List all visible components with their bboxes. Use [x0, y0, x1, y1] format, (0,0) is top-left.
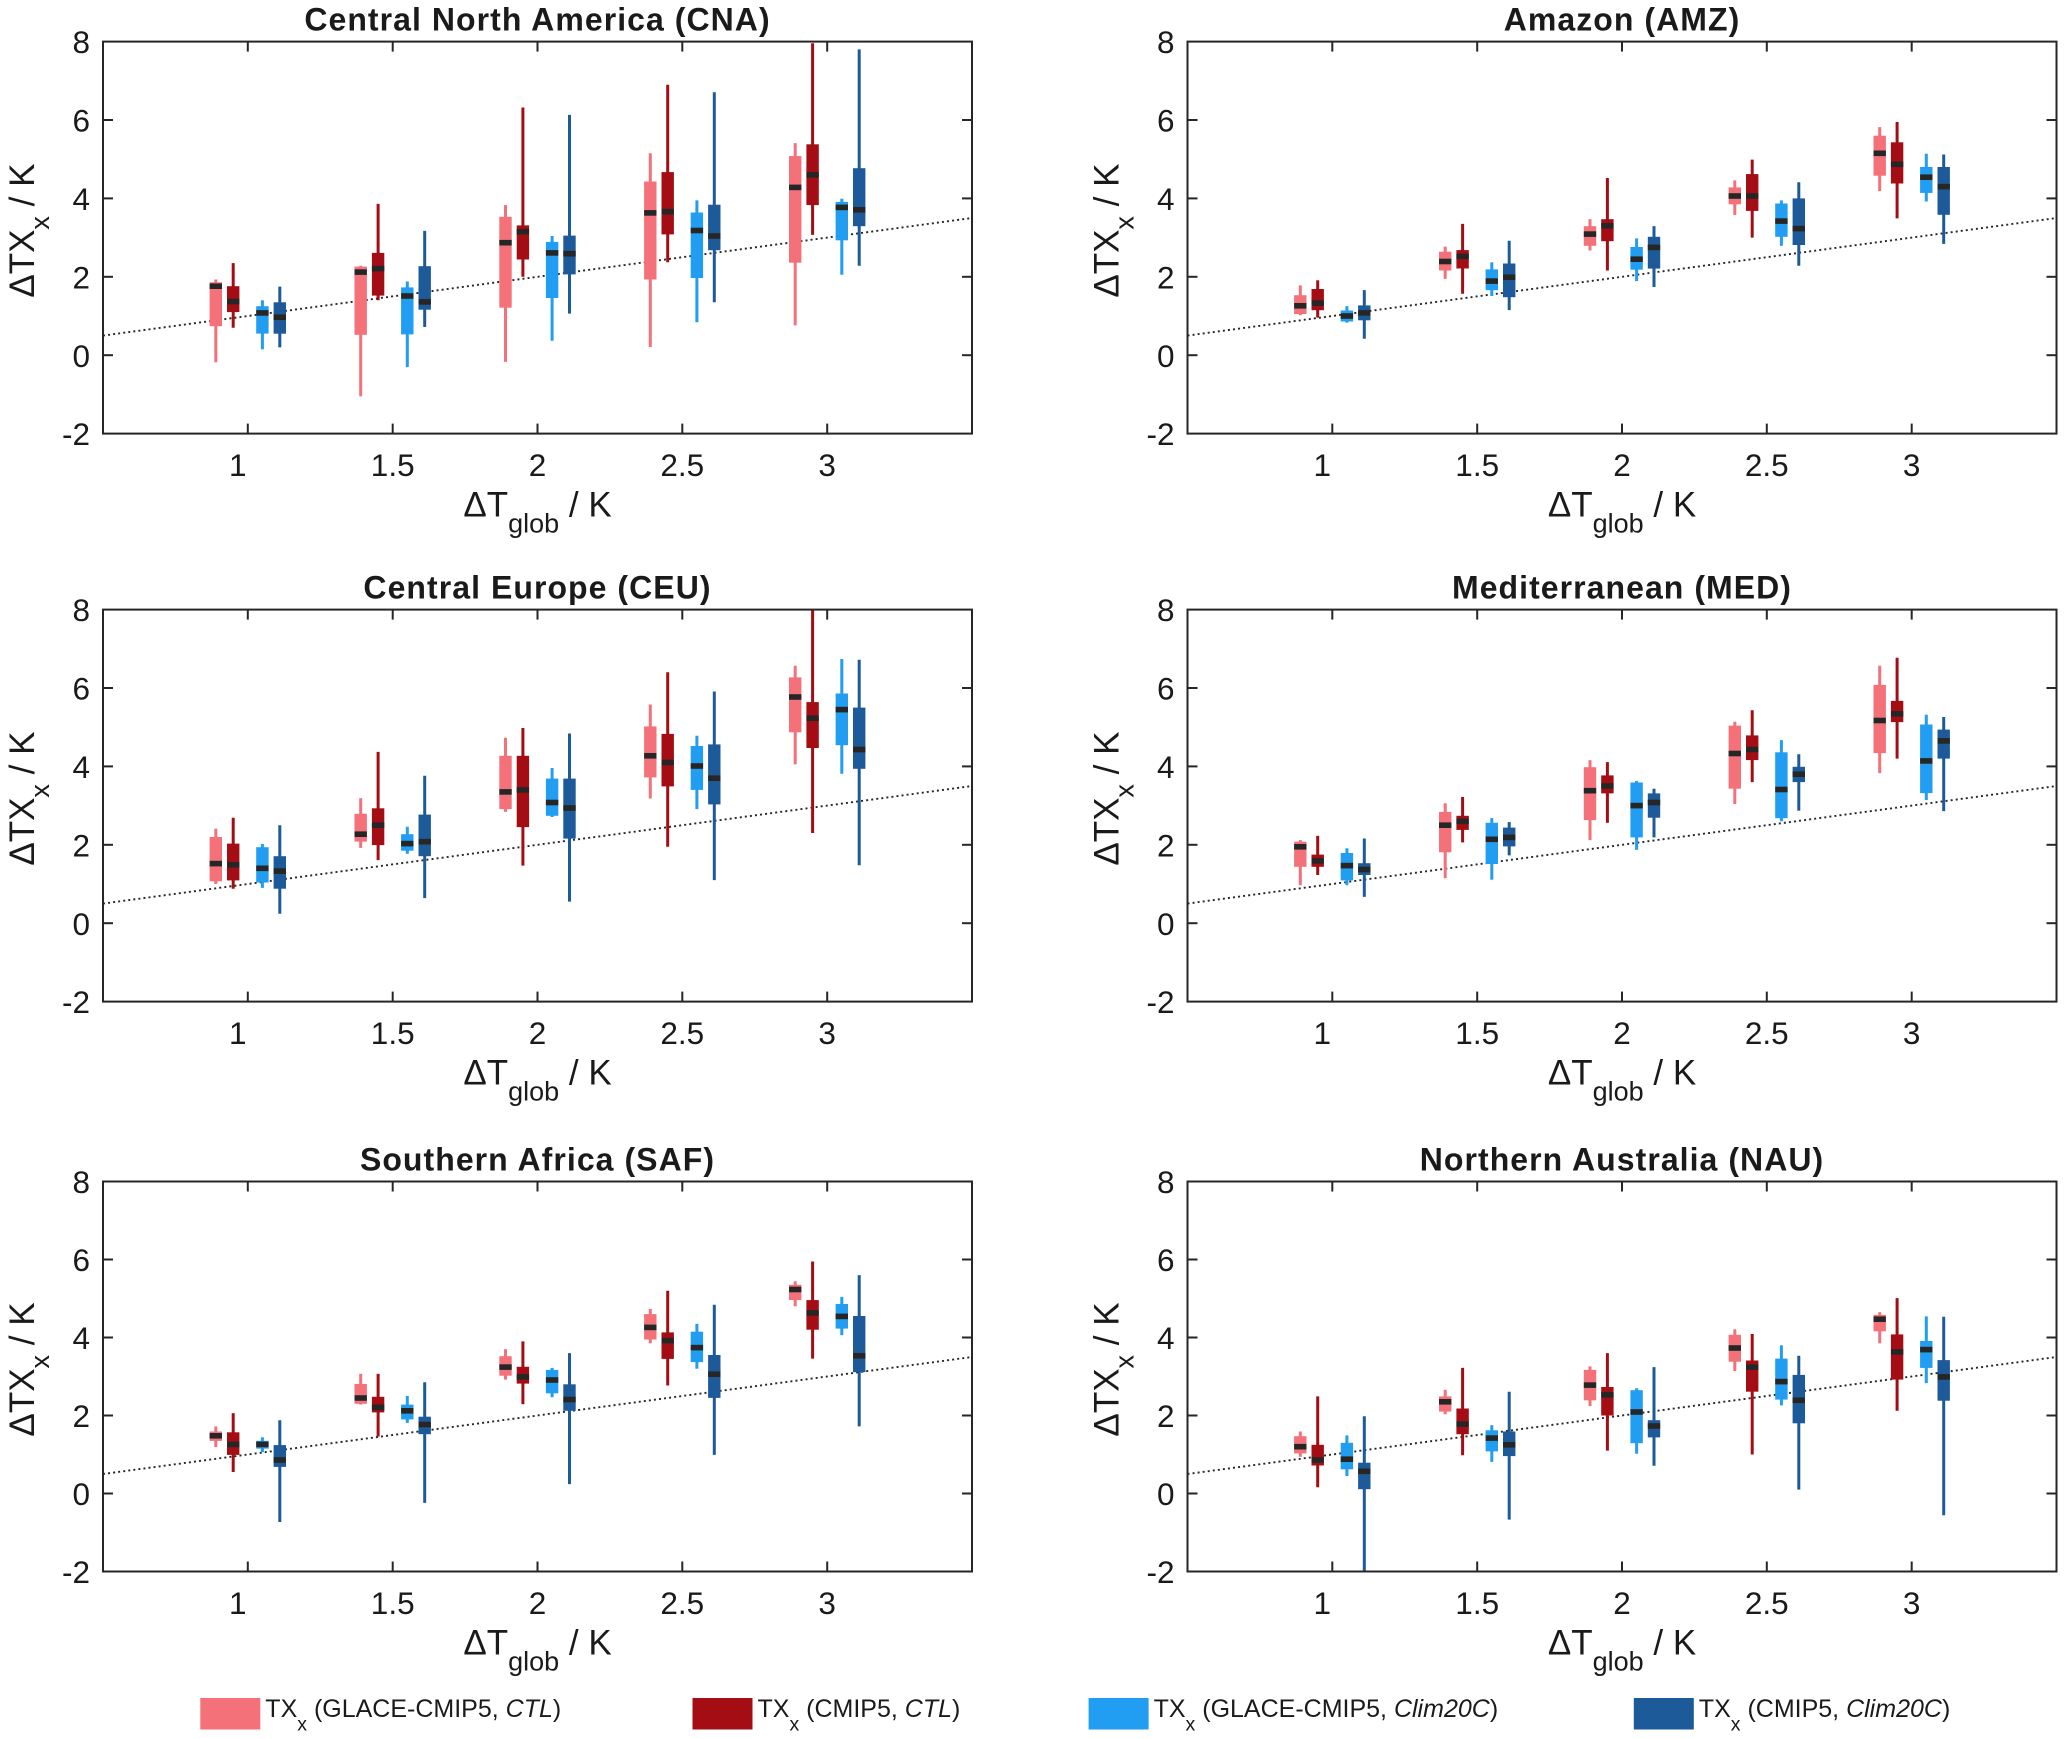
svg-text:6: 6 [1157, 671, 1175, 707]
svg-text:2: 2 [529, 447, 547, 483]
svg-text:4: 4 [72, 181, 90, 217]
svg-text:-2: -2 [1146, 416, 1174, 452]
svg-text:-2: -2 [1146, 1554, 1174, 1590]
svg-text:1.5: 1.5 [371, 1585, 415, 1621]
svg-text:4: 4 [1157, 749, 1175, 785]
svg-text:6: 6 [72, 103, 90, 139]
svg-text:4: 4 [72, 749, 90, 785]
svg-text:8: 8 [1157, 592, 1175, 628]
svg-text:3: 3 [818, 447, 836, 483]
svg-text:6: 6 [72, 671, 90, 707]
svg-text:2: 2 [72, 827, 90, 863]
svg-text:Mediterranean (MED): Mediterranean (MED) [1452, 570, 1792, 606]
svg-text:2.5: 2.5 [660, 1015, 704, 1051]
svg-text:4: 4 [1157, 1320, 1175, 1356]
svg-text:1: 1 [229, 1015, 247, 1051]
svg-text:2: 2 [72, 1398, 90, 1434]
svg-text:1: 1 [1314, 1015, 1332, 1051]
svg-text:8: 8 [1157, 1164, 1175, 1200]
svg-text:1: 1 [1314, 1585, 1332, 1621]
svg-text:6: 6 [1157, 103, 1175, 139]
svg-text:0: 0 [1157, 1476, 1175, 1512]
svg-text:8: 8 [72, 592, 90, 628]
svg-text:2: 2 [1613, 1015, 1631, 1051]
svg-text:1: 1 [1314, 447, 1332, 483]
svg-text:1.5: 1.5 [1455, 1015, 1499, 1051]
svg-text:2.5: 2.5 [660, 1585, 704, 1621]
svg-text:2: 2 [529, 1015, 547, 1051]
svg-text:3: 3 [818, 1015, 836, 1051]
svg-text:Southern Africa (SAF): Southern Africa (SAF) [360, 1142, 715, 1178]
svg-text:Amazon (AMZ): Amazon (AMZ) [1504, 2, 1741, 38]
svg-text:2: 2 [1613, 1585, 1631, 1621]
svg-text:1: 1 [229, 447, 247, 483]
svg-text:-2: -2 [62, 416, 90, 452]
svg-text:2: 2 [72, 259, 90, 295]
svg-text:6: 6 [72, 1242, 90, 1278]
svg-text:6: 6 [1157, 1242, 1175, 1278]
svg-text:8: 8 [72, 24, 90, 60]
svg-text:-2: -2 [62, 984, 90, 1020]
svg-text:2: 2 [1157, 827, 1175, 863]
svg-text:1.5: 1.5 [1455, 1585, 1499, 1621]
svg-text:Central Europe (CEU): Central Europe (CEU) [363, 570, 711, 606]
svg-text:3: 3 [818, 1585, 836, 1621]
svg-text:2.5: 2.5 [1745, 1015, 1789, 1051]
svg-text:0: 0 [72, 906, 90, 942]
svg-text:1: 1 [229, 1585, 247, 1621]
svg-text:4: 4 [1157, 181, 1175, 217]
svg-text:2.5: 2.5 [1745, 447, 1789, 483]
svg-text:2: 2 [1157, 259, 1175, 295]
svg-text:8: 8 [72, 1164, 90, 1200]
svg-text:2: 2 [529, 1585, 547, 1621]
svg-text:3: 3 [1903, 1585, 1921, 1621]
svg-text:2.5: 2.5 [1745, 1585, 1789, 1621]
svg-text:0: 0 [1157, 338, 1175, 374]
svg-text:1.5: 1.5 [371, 1015, 415, 1051]
svg-text:-2: -2 [62, 1554, 90, 1590]
svg-text:2: 2 [1613, 447, 1631, 483]
svg-text:Northern Australia (NAU): Northern Australia (NAU) [1420, 1142, 1824, 1178]
svg-text:1.5: 1.5 [371, 447, 415, 483]
svg-text:0: 0 [1157, 906, 1175, 942]
svg-text:ΔTXx / K: ΔTXx / K [1088, 164, 1140, 298]
svg-text:4: 4 [72, 1320, 90, 1356]
svg-text:3: 3 [1903, 1015, 1921, 1051]
svg-text:-2: -2 [1146, 984, 1174, 1020]
svg-text:2: 2 [1157, 1398, 1175, 1434]
svg-text:3: 3 [1903, 447, 1921, 483]
svg-text:0: 0 [72, 1476, 90, 1512]
svg-text:Central North America (CNA): Central North America (CNA) [304, 2, 770, 38]
svg-text:1.5: 1.5 [1455, 447, 1499, 483]
svg-text:8: 8 [1157, 24, 1175, 60]
svg-text:0: 0 [72, 338, 90, 374]
svg-text:2.5: 2.5 [660, 447, 704, 483]
